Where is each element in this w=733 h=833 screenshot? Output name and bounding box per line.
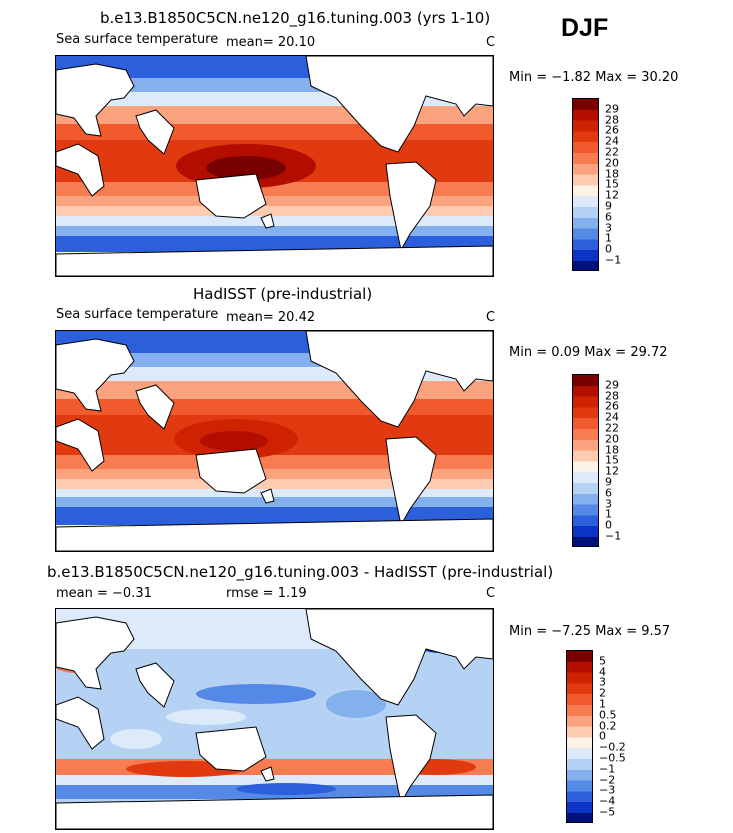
panel-1-variable: Sea surface temperature: [56, 32, 219, 47]
panel-3-difference-field: [56, 609, 493, 829]
panel-2-colorbar-label: 24: [605, 410, 619, 424]
panel-3-colorbar-label: −3: [599, 783, 616, 797]
panel-3-colorbar-label: −0.5: [599, 751, 626, 765]
panel-2-colorbar-label: 3: [605, 497, 612, 511]
panel-2-map: [55, 330, 494, 552]
panel-1-colorbar-swatches: [572, 98, 599, 271]
panel-3-colorbar-label: 3: [599, 675, 606, 689]
panel-1-colorbar-label: 24: [605, 134, 619, 148]
panel-3-mean: mean = −0.31: [56, 586, 152, 601]
panel-3-range: Min = −7.25 Max = 9.57: [509, 624, 671, 639]
panel-1-colorbar-label: 26: [605, 123, 619, 137]
panel-1-colorbar-label: 1: [605, 231, 612, 245]
panel-2-colorbar-label: 1: [605, 507, 612, 521]
panel-3-colorbar-swatches: [566, 650, 593, 823]
panel-2-variable: Sea surface temperature: [56, 307, 219, 322]
panel-2-mean: mean= 20.42: [226, 310, 316, 325]
panel-1-colorbar-label: 0: [605, 242, 612, 256]
panel-2-colorbar-label: 26: [605, 399, 619, 413]
panel-2-colorbar-label: 15: [605, 453, 619, 467]
panel-3-colorbar-label: 0: [599, 729, 606, 743]
panel-3-colorbar-label: 4: [599, 665, 606, 679]
panel-1-units: C: [486, 35, 496, 50]
panel-2-title: HadISST (pre-industrial): [193, 285, 373, 303]
panel-1-colorbar-label: 3: [605, 221, 612, 235]
panel-3-colorbar-label: 0.2: [599, 719, 617, 733]
panel-1-title: b.e13.B1850C5CN.ne120_g16.tuning.003 (yr…: [100, 9, 491, 27]
panel-2-colorbar-label: 9: [605, 475, 612, 489]
panel-1-map: [55, 55, 494, 277]
panel-2-colorbar-swatches: [572, 374, 599, 547]
panel-3-colorbar-label: 1: [599, 697, 606, 711]
panel-2-units: C: [486, 310, 496, 325]
panel-3-colorbar-label: 0.5: [599, 708, 617, 722]
panel-3-colorbar-label: −1: [599, 762, 616, 776]
panel-3-colorbar-label: −4: [599, 794, 616, 808]
panel-1-sst-field: [56, 56, 493, 276]
panel-3-title: b.e13.B1850C5CN.ne120_g16.tuning.003 - H…: [47, 563, 554, 581]
panel-1-colorbar-label: −1: [605, 253, 622, 267]
panel-1-colorbar-label: 9: [605, 199, 612, 213]
panel-2-range: Min = 0.09 Max = 29.72: [509, 345, 668, 360]
panel-1-colorbar-label: 20: [605, 156, 619, 170]
panel-1-colorbar-label: 15: [605, 177, 619, 191]
panel-2-colorbar-label: 6: [605, 486, 612, 500]
panel-2-colorbar-label: 0: [605, 518, 612, 532]
season-label: DJF: [561, 14, 609, 42]
panel-3-units: C: [486, 586, 496, 601]
panel-3-map: [55, 608, 494, 830]
panel-2-colorbar-label: 20: [605, 432, 619, 446]
panel-3-colorbar-label: −5: [599, 805, 616, 819]
panel-2-colorbar-label: 28: [605, 389, 619, 403]
panel-3-colorbar-label: −2: [599, 773, 616, 787]
panel-2-colorbar-label: 12: [605, 464, 619, 478]
panel-1-colorbar-label: 18: [605, 167, 619, 181]
panel-1-colorbar-label: 29: [605, 102, 619, 116]
panel-1-colorbar-label: 12: [605, 188, 619, 202]
panel-2-colorbar-label: 22: [605, 421, 619, 435]
panel-3-colorbar-label: −0.2: [599, 740, 626, 754]
panel-1-colorbar-label: 6: [605, 210, 612, 224]
panel-2-colorbar-label: 18: [605, 443, 619, 457]
panel-1-range: Min = −1.82 Max = 30.20: [509, 70, 679, 85]
panel-1-colorbar-label: 22: [605, 145, 619, 159]
panel-1-mean: mean= 20.10: [226, 35, 316, 50]
panel-3-colorbar-label: 5: [599, 654, 606, 668]
panel-3-colorbar-label: 2: [599, 686, 606, 700]
panel-2-colorbar-label: 29: [605, 378, 619, 392]
panel-3-rmse: rmse = 1.19: [226, 586, 307, 601]
panel-2-sst-field: [56, 331, 493, 551]
panel-2-colorbar-label: −1: [605, 529, 622, 543]
panel-1-colorbar-label: 28: [605, 113, 619, 127]
